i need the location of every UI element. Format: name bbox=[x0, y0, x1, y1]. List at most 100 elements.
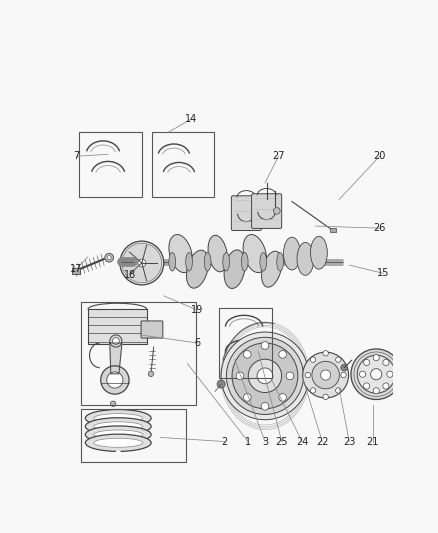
Ellipse shape bbox=[85, 418, 151, 435]
Circle shape bbox=[217, 380, 225, 388]
Ellipse shape bbox=[94, 430, 143, 439]
Circle shape bbox=[273, 207, 280, 214]
Text: 24: 24 bbox=[296, 437, 308, 447]
Text: 1: 1 bbox=[245, 437, 251, 447]
Text: 17: 17 bbox=[70, 264, 82, 274]
Ellipse shape bbox=[94, 422, 143, 431]
Circle shape bbox=[244, 351, 251, 358]
Ellipse shape bbox=[169, 253, 176, 271]
Circle shape bbox=[360, 371, 366, 377]
Text: 3: 3 bbox=[262, 437, 268, 447]
Circle shape bbox=[364, 359, 370, 366]
Ellipse shape bbox=[243, 235, 267, 272]
Circle shape bbox=[221, 332, 309, 419]
Bar bbox=[219, 308, 272, 378]
Text: 18: 18 bbox=[124, 270, 136, 280]
Circle shape bbox=[364, 383, 370, 389]
Circle shape bbox=[279, 393, 286, 401]
FancyBboxPatch shape bbox=[251, 194, 282, 229]
Ellipse shape bbox=[297, 243, 314, 276]
Text: 15: 15 bbox=[377, 268, 389, 278]
Bar bbox=[88, 309, 147, 344]
Circle shape bbox=[336, 357, 341, 362]
Text: 6: 6 bbox=[194, 338, 201, 348]
Circle shape bbox=[305, 373, 311, 378]
Circle shape bbox=[113, 337, 119, 344]
Ellipse shape bbox=[85, 434, 151, 451]
Ellipse shape bbox=[94, 438, 143, 447]
Ellipse shape bbox=[187, 250, 208, 288]
Circle shape bbox=[351, 349, 402, 400]
Circle shape bbox=[357, 356, 395, 393]
Polygon shape bbox=[110, 343, 122, 374]
Circle shape bbox=[310, 387, 316, 393]
Text: 2: 2 bbox=[221, 437, 228, 447]
Bar bbox=[330, 228, 336, 232]
Bar bbox=[79, 132, 142, 197]
Circle shape bbox=[236, 372, 244, 379]
Circle shape bbox=[148, 371, 154, 376]
Circle shape bbox=[107, 256, 111, 260]
Circle shape bbox=[101, 366, 129, 394]
Ellipse shape bbox=[224, 250, 245, 288]
Circle shape bbox=[248, 359, 282, 392]
Circle shape bbox=[244, 393, 251, 401]
Text: 27: 27 bbox=[272, 151, 285, 161]
Circle shape bbox=[257, 368, 273, 384]
Ellipse shape bbox=[186, 253, 192, 271]
Ellipse shape bbox=[94, 414, 143, 423]
Circle shape bbox=[105, 253, 113, 262]
Circle shape bbox=[312, 361, 339, 389]
Circle shape bbox=[110, 401, 116, 407]
Circle shape bbox=[341, 373, 346, 378]
Text: 20: 20 bbox=[374, 151, 386, 161]
Text: 21: 21 bbox=[367, 437, 379, 447]
Circle shape bbox=[383, 383, 389, 389]
Circle shape bbox=[323, 394, 328, 400]
Bar bbox=[152, 132, 214, 197]
Circle shape bbox=[232, 343, 298, 409]
Text: 14: 14 bbox=[185, 115, 197, 124]
Ellipse shape bbox=[223, 253, 230, 271]
Circle shape bbox=[383, 359, 389, 366]
Circle shape bbox=[279, 351, 286, 358]
Bar bbox=[72, 268, 80, 274]
Ellipse shape bbox=[241, 253, 248, 271]
Circle shape bbox=[321, 370, 331, 380]
Bar bbox=[81, 302, 196, 405]
Circle shape bbox=[323, 351, 328, 356]
Circle shape bbox=[336, 387, 341, 393]
Ellipse shape bbox=[283, 237, 300, 270]
Circle shape bbox=[261, 402, 269, 410]
Circle shape bbox=[261, 342, 269, 349]
Ellipse shape bbox=[85, 409, 151, 427]
Ellipse shape bbox=[204, 253, 211, 271]
Text: 19: 19 bbox=[191, 305, 204, 315]
Text: 26: 26 bbox=[374, 223, 386, 233]
Ellipse shape bbox=[85, 426, 151, 443]
Text: 23: 23 bbox=[343, 437, 356, 447]
Ellipse shape bbox=[311, 236, 327, 269]
Circle shape bbox=[138, 259, 146, 267]
Ellipse shape bbox=[261, 251, 282, 287]
Text: 7: 7 bbox=[73, 151, 79, 161]
Circle shape bbox=[373, 354, 379, 361]
Circle shape bbox=[341, 364, 348, 371]
Ellipse shape bbox=[169, 235, 192, 272]
Circle shape bbox=[373, 388, 379, 394]
Ellipse shape bbox=[208, 235, 227, 272]
Circle shape bbox=[110, 335, 122, 347]
FancyBboxPatch shape bbox=[231, 196, 261, 230]
Ellipse shape bbox=[277, 253, 283, 271]
Circle shape bbox=[107, 372, 123, 388]
Circle shape bbox=[310, 357, 316, 362]
FancyBboxPatch shape bbox=[141, 321, 163, 338]
Circle shape bbox=[120, 241, 164, 285]
Text: 25: 25 bbox=[276, 437, 288, 447]
Circle shape bbox=[371, 369, 382, 380]
Circle shape bbox=[387, 371, 393, 377]
Circle shape bbox=[303, 352, 349, 398]
Text: 22: 22 bbox=[316, 437, 328, 447]
Ellipse shape bbox=[260, 253, 267, 271]
Bar bbox=[81, 409, 186, 462]
